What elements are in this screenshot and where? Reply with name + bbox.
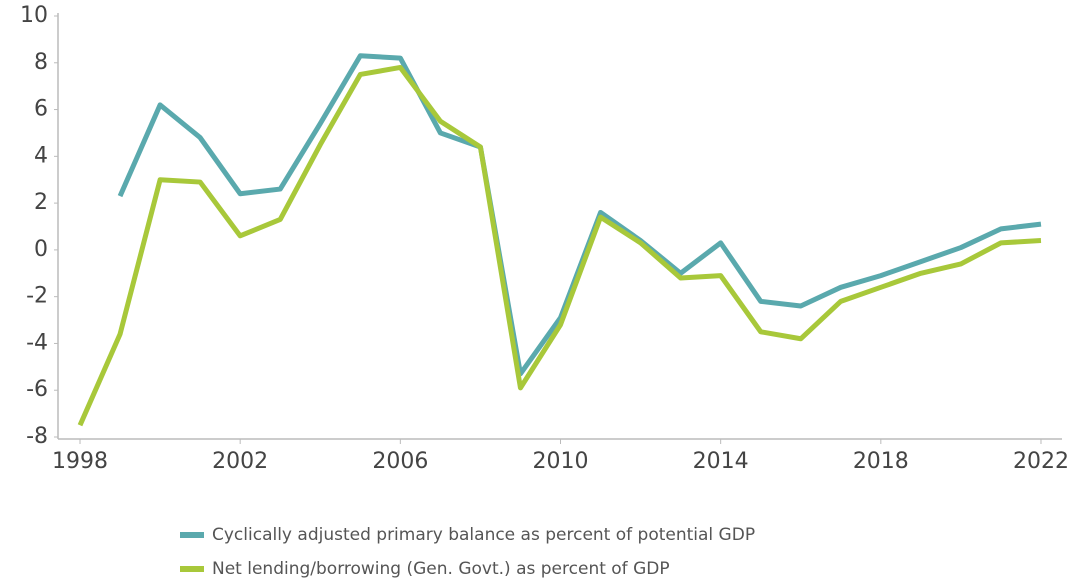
y-tick-label: -4: [26, 330, 48, 355]
legend-swatch: [180, 566, 204, 572]
x-tick-label: 2022: [1013, 449, 1069, 474]
x-tick-label: 2014: [693, 449, 749, 474]
x-tick-label: 1998: [52, 449, 108, 474]
y-tick-label: 0: [34, 237, 48, 262]
x-tick-label: 2006: [372, 449, 428, 474]
y-tick-label: 8: [34, 50, 48, 75]
y-tick-label: -2: [26, 284, 48, 309]
legend-label: Net lending/borrowing (Gen. Govt.) as pe…: [212, 559, 670, 579]
series-line: [77, 64, 1042, 427]
series-line: [117, 53, 1042, 377]
y-tick-label: 10: [20, 3, 48, 28]
y-tick-label: -8: [26, 424, 48, 449]
y-tick-label: 2: [34, 190, 48, 215]
axes: [57, 13, 1062, 440]
y-tick-label: 4: [34, 143, 48, 168]
legend-swatch: [180, 532, 204, 538]
y-tick-label: 6: [34, 97, 48, 122]
x-tick-label: 2002: [212, 449, 268, 474]
y-tick-label: -6: [26, 377, 48, 402]
x-tick-label: 2018: [853, 449, 909, 474]
x-tick-label: 2010: [533, 449, 589, 474]
legend-label: Cyclically adjusted primary balance as p…: [212, 525, 755, 545]
